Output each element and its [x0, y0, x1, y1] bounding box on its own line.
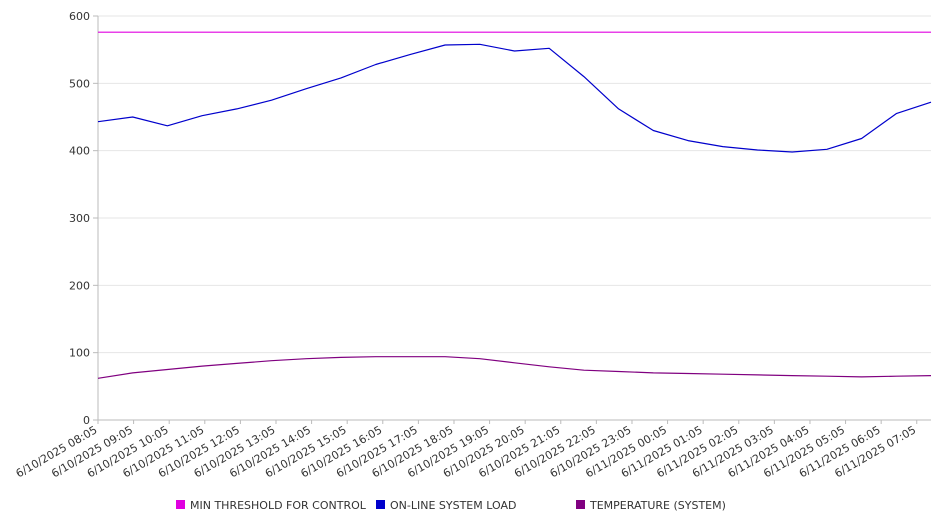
legend-label: TEMPERATURE (SYSTEM): [589, 499, 726, 512]
x-tick-labels: 6/10/2025 08:056/10/2025 09:056/10/2025 …: [14, 423, 919, 480]
legend: MIN THRESHOLD FOR CONTROL ON-LINE SYSTEM …: [176, 499, 726, 512]
legend-swatch: [176, 500, 185, 509]
y-tick-labels: 0 100 200 300 400 500 600: [69, 10, 90, 427]
y-tick-label: 200: [69, 279, 90, 292]
y-tick-label: 500: [69, 77, 90, 90]
y-tick-label: 100: [69, 347, 90, 360]
legend-swatch: [576, 500, 585, 509]
axes: [93, 15, 931, 424]
y-tick-label: 600: [69, 10, 90, 23]
series-line: [97, 43, 932, 153]
y-tick-label: 300: [69, 212, 90, 225]
y-tick-label: 0: [83, 414, 90, 427]
legend-swatch: [376, 500, 385, 509]
y-tick-label: 400: [69, 145, 90, 158]
legend-label: ON-LINE SYSTEM LOAD: [390, 499, 516, 512]
series-lines: [97, 31, 932, 379]
series-line: [97, 356, 932, 379]
legend-label: MIN THRESHOLD FOR CONTROL: [190, 499, 367, 512]
gridlines: [98, 15, 931, 354]
